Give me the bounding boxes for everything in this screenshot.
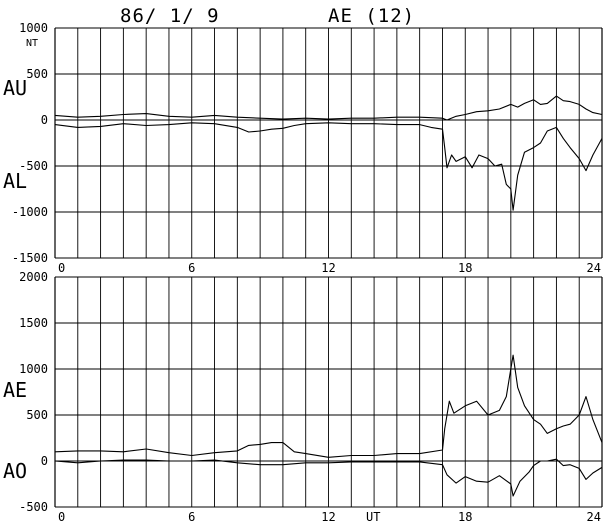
bottom-y-tick-label: 500: [26, 408, 48, 422]
bottom-panel-y-ticks: 2000 1500 1000 500 0 -500: [19, 270, 48, 514]
series-line-au: [54, 95, 603, 121]
series-line-al: [54, 122, 603, 211]
bottom-x-tick-label: 18: [458, 510, 472, 524]
chart-index-title: AE (12): [328, 5, 415, 27]
bottom-y-tick-label: 1000: [19, 362, 48, 376]
bottom-x-tick-label: 12: [321, 510, 335, 524]
top-x-tick-label: 24: [587, 261, 601, 275]
top-panel-grid: [54, 27, 603, 259]
bottom-x-tick-label: 6: [188, 510, 195, 524]
chart-date: 86/ 1/ 9: [120, 5, 220, 27]
top-y-tick-label: -1500: [12, 251, 48, 265]
bottom-x-tick-label: 0: [58, 510, 65, 524]
series-label-ae: AE: [3, 378, 27, 402]
bottom-panel-x-ticks: 0 6 12 18 24: [58, 510, 601, 524]
bottom-y-tick-label: 0: [41, 454, 48, 468]
top-panel-x-ticks: 0 6 12 18 24: [58, 261, 601, 275]
top-y-tick-label: -1000: [12, 205, 48, 219]
series-line-ao: [54, 458, 603, 497]
bottom-y-tick-label: 2000: [19, 270, 48, 284]
top-panel-y-ticks: 1000 500 0 -500 -1000 -1500: [12, 21, 48, 265]
series-line-ae: [54, 354, 603, 458]
bottom-panel-ae-ao: 2000 1500 1000 500 0 -500 0 6 12 18 24 AE AO UT: [3, 270, 603, 524]
top-x-tick-label: 0: [58, 261, 65, 275]
series-label-au: AU: [3, 76, 27, 100]
top-panel-unit-label: NT: [26, 38, 38, 49]
top-panel-au-al: 1000 500 0 -500 -1000 -1500 0 6 12 18 24 NT AU AL: [3, 21, 603, 275]
bottom-y-tick-label: -500: [19, 500, 48, 514]
series-label-ao: AO: [3, 459, 27, 483]
top-y-tick-label: 1000: [19, 21, 48, 35]
bottom-x-tick-label: 24: [587, 510, 601, 524]
top-y-tick-label: 500: [26, 67, 48, 81]
bottom-panel-grid: [54, 276, 603, 508]
bottom-y-tick-label: 1500: [19, 316, 48, 330]
top-x-tick-label: 18: [458, 261, 472, 275]
top-y-tick-label: -500: [19, 159, 48, 173]
x-axis-label-ut: UT: [366, 510, 380, 524]
series-label-al: AL: [3, 169, 27, 193]
top-x-tick-label: 12: [321, 261, 335, 275]
top-x-tick-label: 6: [188, 261, 195, 275]
top-y-tick-label: 0: [41, 113, 48, 127]
top-panel-series: [54, 95, 603, 211]
bottom-panel-series: [54, 354, 603, 497]
